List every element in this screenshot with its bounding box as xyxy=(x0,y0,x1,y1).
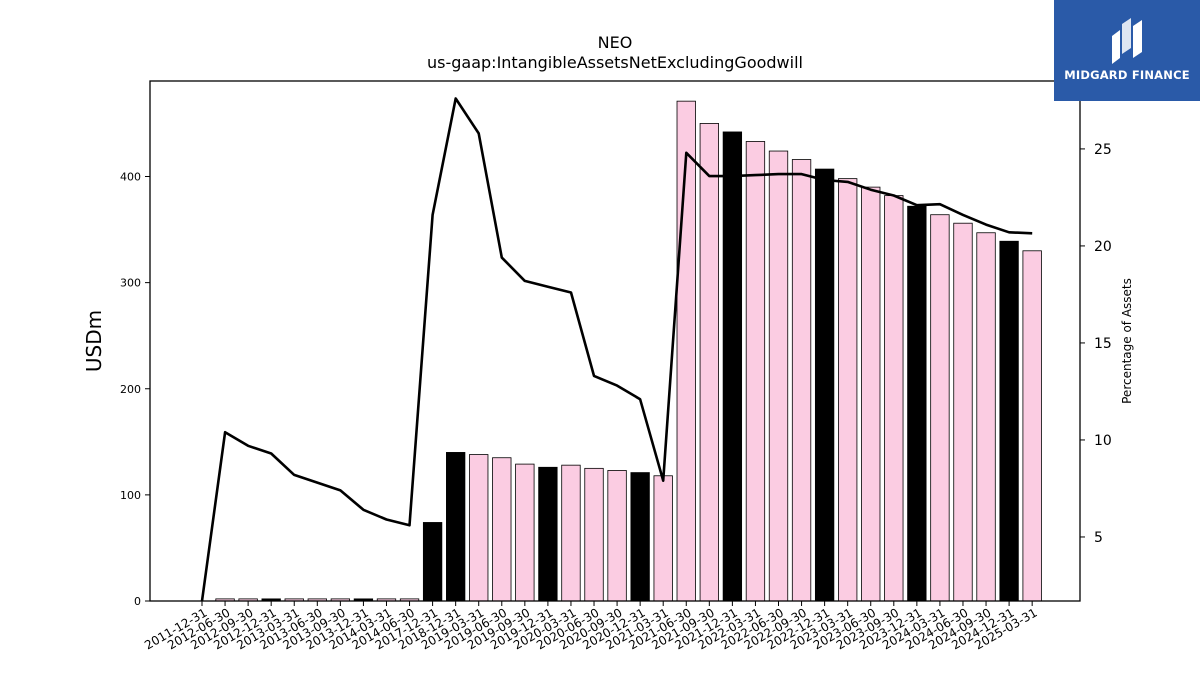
bar xyxy=(653,475,673,602)
bar xyxy=(768,150,789,602)
bar xyxy=(930,214,950,602)
bar xyxy=(699,123,719,602)
bar xyxy=(722,131,743,602)
bar xyxy=(884,195,904,602)
chart-title: NEO xyxy=(598,33,633,52)
bar xyxy=(538,466,558,602)
left-axis: 0 100 200 300 400 xyxy=(120,171,150,608)
bar xyxy=(422,522,443,602)
y2-tick-label: 25 xyxy=(1094,142,1112,158)
bar xyxy=(446,452,466,602)
midgard-finance-logo: MIDGARD FINANCE xyxy=(1054,0,1200,101)
bar xyxy=(861,186,881,602)
bar xyxy=(469,454,489,602)
plot-frame xyxy=(149,80,1081,602)
y-axis-label: USDm xyxy=(82,310,106,372)
bar xyxy=(953,222,973,602)
bar xyxy=(999,240,1019,602)
bar xyxy=(492,457,512,602)
y2-tick-label: 10 xyxy=(1094,433,1112,449)
bars-layer xyxy=(215,100,1042,602)
bar xyxy=(676,100,696,602)
y2-tick-label: 15 xyxy=(1094,336,1112,352)
y-tick-label: 300 xyxy=(120,277,141,290)
bar xyxy=(814,168,835,602)
y-tick-label: 100 xyxy=(120,489,141,502)
bar xyxy=(630,472,650,602)
bar xyxy=(561,464,581,602)
y2-axis-label: Percentage of Assets xyxy=(1120,278,1134,404)
logo-mark-icon xyxy=(1112,18,1142,64)
bar xyxy=(515,463,535,602)
bar xyxy=(791,159,812,602)
y2-tick-label: 5 xyxy=(1094,530,1103,546)
percentage-line xyxy=(200,97,1033,602)
line-layer xyxy=(200,97,1033,602)
right-axis: 5 10 15 20 25 xyxy=(1080,142,1112,546)
chart-subtitle: us-gaap:IntangibleAssetsNetExcludingGood… xyxy=(427,53,803,72)
bar xyxy=(838,178,858,602)
bar xyxy=(745,141,766,602)
bar xyxy=(1022,250,1042,602)
y-tick-label: 0 xyxy=(134,595,141,608)
bar xyxy=(584,467,604,602)
logo-text: MIDGARD FINANCE xyxy=(1064,68,1190,82)
y2-tick-label: 20 xyxy=(1094,239,1112,255)
y-tick-label: 200 xyxy=(120,383,141,396)
x-axis: 2011-12-312012-06-302012-09-302012-12-31… xyxy=(142,601,1040,652)
bar xyxy=(907,205,927,602)
y-tick-label: 400 xyxy=(120,171,141,184)
bar xyxy=(976,232,996,602)
bar xyxy=(607,470,627,602)
